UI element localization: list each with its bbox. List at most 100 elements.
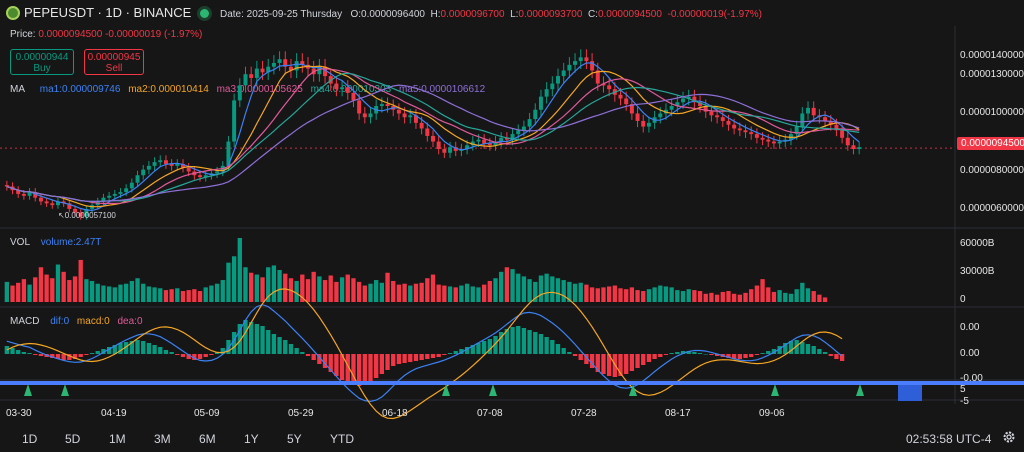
- macd-bar: [788, 341, 794, 354]
- volume-bar: [152, 287, 157, 302]
- volume-bar: [754, 285, 760, 302]
- macd-bar: [124, 342, 129, 354]
- candle-body: [709, 111, 714, 116]
- volume-bar: [226, 262, 231, 302]
- candle-body: [794, 126, 799, 135]
- macd-bar: [425, 354, 430, 359]
- ind-tick: -5: [960, 396, 969, 407]
- volume-bar: [453, 287, 458, 302]
- candle-body: [38, 197, 43, 202]
- volume-bar: [374, 280, 379, 302]
- volume-bar: [300, 274, 305, 302]
- macd-bar: [453, 351, 458, 354]
- volume-bar: [709, 292, 714, 302]
- volume-bar: [192, 289, 197, 302]
- volume-bar: [356, 281, 362, 302]
- volume-bar: [67, 280, 72, 302]
- macd-bar: [527, 330, 532, 354]
- volume-bar: [481, 284, 487, 302]
- volume-bar: [180, 291, 186, 302]
- candle-body: [777, 141, 782, 144]
- macd-bar: [339, 354, 345, 380]
- volume-bar: [425, 278, 430, 302]
- candle-body: [33, 192, 38, 198]
- volume-bar: [89, 280, 95, 302]
- macd-bar: [379, 354, 385, 374]
- timeframe-1m[interactable]: 1M: [109, 432, 126, 446]
- timeframe-6m[interactable]: 6M: [199, 432, 216, 446]
- volume-bar: [408, 285, 413, 302]
- timeframe-1y[interactable]: 1Y: [244, 432, 259, 446]
- buy-price: 0.00000944: [15, 52, 69, 63]
- macd-bar: [300, 352, 305, 354]
- bar-high: 0.0000096700: [440, 9, 505, 20]
- candle-body: [561, 70, 566, 77]
- macd-bar: [50, 354, 55, 358]
- macd-bar: [78, 354, 83, 357]
- macd-bar: [385, 354, 390, 370]
- volume-bar: [10, 285, 15, 302]
- candle-body: [158, 160, 163, 163]
- price-line: Price: 0.0000094500 -0.00000019 (-1.97%): [10, 29, 202, 40]
- volume-bar: [550, 276, 555, 302]
- bar-low: 0.0000093700: [518, 9, 583, 20]
- macd-bar: [629, 354, 635, 371]
- candle-body: [425, 128, 430, 136]
- candle-body: [203, 175, 208, 178]
- volume-bar: [464, 283, 470, 302]
- volume-bar: [334, 281, 339, 302]
- macd-bar: [544, 337, 549, 354]
- volume-bar: [527, 279, 532, 302]
- signal-marker: [629, 384, 637, 396]
- volume-bar: [33, 277, 38, 302]
- volume-bar: [692, 290, 697, 302]
- sell-label: Sell: [105, 63, 123, 74]
- candle-body: [590, 61, 595, 71]
- signal-marker: [856, 384, 864, 396]
- macd-bar: [16, 350, 21, 354]
- volume-bar: [766, 287, 771, 302]
- candle-body: [516, 130, 521, 135]
- macd-bar: [595, 354, 600, 372]
- macd-dea: dea:0: [117, 316, 143, 327]
- symbol-title[interactable]: PEPEUSDT · 1D · BINANCE: [24, 5, 192, 20]
- macd-dea-line: [6, 288, 843, 420]
- macd-bar: [442, 354, 447, 355]
- volume-bar: [555, 278, 561, 302]
- vol-value: volume:2.47T: [40, 237, 102, 248]
- macd-bar: [112, 345, 117, 354]
- candle-body: [362, 113, 367, 118]
- volume-bar: [589, 287, 595, 302]
- timeframe-3m[interactable]: 3M: [154, 432, 171, 446]
- candle-body: [698, 102, 703, 106]
- ind-tick: 5: [960, 384, 966, 395]
- timeframe-ytd[interactable]: YTD: [330, 432, 354, 446]
- sell-button[interactable]: 0.00000945 Sell: [84, 49, 144, 75]
- candle-body: [419, 122, 424, 129]
- volume-bar: [38, 267, 44, 302]
- timeframe-5y[interactable]: 5Y: [287, 432, 302, 446]
- volume-bar: [55, 264, 61, 302]
- candle-body: [323, 66, 328, 77]
- volume-bar: [249, 272, 254, 302]
- timeframe-5d[interactable]: 5D: [65, 432, 81, 446]
- candle-body: [703, 106, 708, 112]
- chart-header: PEPEUSDT · 1D · BINANCE Date: 2025-09-25…: [0, 0, 1024, 26]
- ma-line: [6, 68, 860, 205]
- volume-bar: [72, 276, 78, 302]
- volume-bar: [16, 282, 21, 302]
- volume-bar: [516, 273, 521, 302]
- buy-button[interactable]: 0.00000944 Buy: [10, 49, 74, 75]
- macd-bar: [658, 354, 663, 357]
- settings-gear-icon[interactable]: [1002, 430, 1016, 444]
- candle-body: [44, 201, 49, 204]
- last-price-tag: 0.0000094500: [957, 137, 1024, 150]
- timeframe-1d[interactable]: 1D: [22, 432, 38, 446]
- candle-body: [27, 192, 32, 196]
- volume-bar: [760, 279, 765, 302]
- macd-bar: [254, 324, 260, 354]
- macd-bar: [10, 348, 15, 354]
- candle-body: [112, 193, 117, 196]
- macd-bar: [538, 334, 544, 354]
